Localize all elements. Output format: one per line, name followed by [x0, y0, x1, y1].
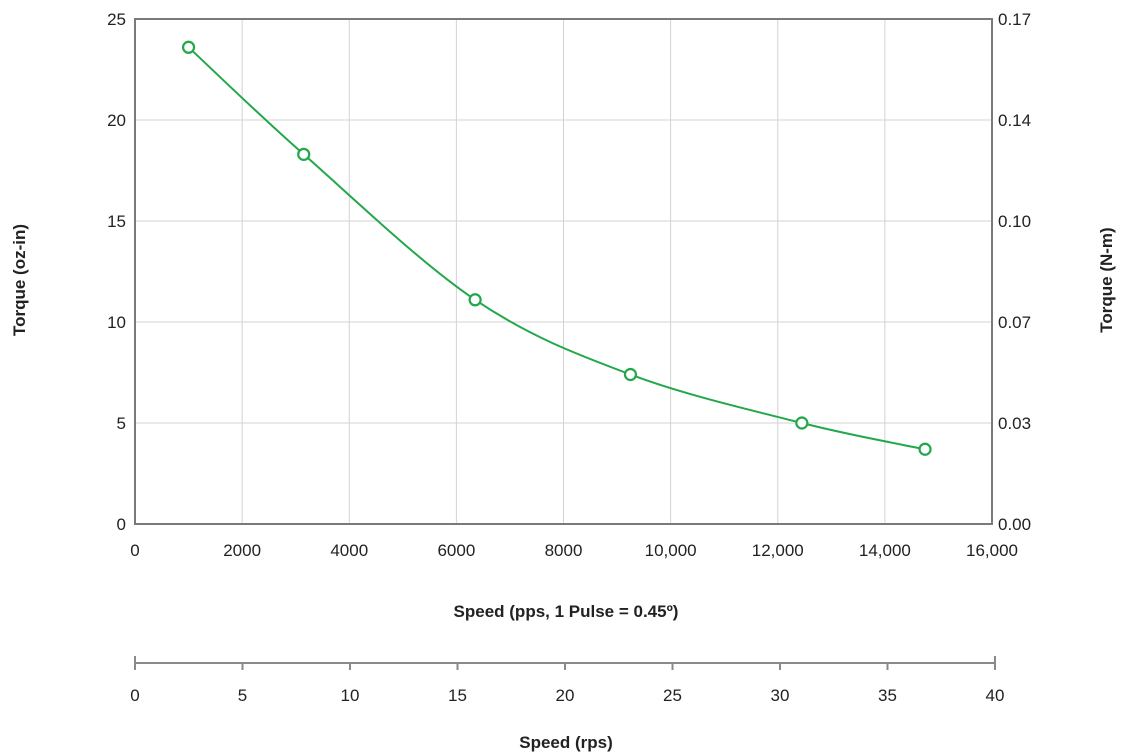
y-tick-label: 10 — [107, 313, 126, 332]
secondary-x-tick-label: 15 — [448, 686, 467, 705]
data-point — [181, 40, 196, 54]
secondary-x-tick-label: 35 — [878, 686, 897, 705]
y-right-tick-label: 0.00 — [998, 515, 1031, 534]
x-tick-label: 6000 — [437, 541, 475, 560]
x-tick-label: 14,000 — [859, 541, 911, 560]
x-tick-label: 4000 — [330, 541, 368, 560]
secondary-x-tick-label: 10 — [341, 686, 360, 705]
secondary-x-axis: 0 5 10 15 20 25 30 35 40 — [130, 656, 1004, 705]
y-axis-right-title: Torque (N-m) — [1097, 227, 1116, 332]
data-point — [918, 442, 932, 456]
x-axis-title: Speed (pps, 1 Pulse = 0.45º) — [454, 602, 679, 621]
secondary-x-tick-label: 40 — [986, 686, 1005, 705]
y-tick-label: 15 — [107, 212, 126, 231]
y-right-tick-label: 0.10 — [998, 212, 1031, 231]
secondary-x-axis-title: Speed (rps) — [519, 733, 613, 752]
secondary-x-tick-label: 30 — [771, 686, 790, 705]
data-points — [181, 40, 932, 456]
y-tick-label: 20 — [107, 111, 126, 130]
grid-lines — [135, 19, 992, 524]
x-tick-label: 10,000 — [645, 541, 697, 560]
data-point — [623, 367, 638, 382]
plot-frame — [134, 18, 993, 525]
secondary-x-tick-label: 20 — [556, 686, 575, 705]
x-axis-ticks: 0 2000 4000 6000 8000 10,000 12,000 14,000 16,00… — [130, 541, 1018, 560]
x-tick-label: 16,000 — [966, 541, 1018, 560]
y-tick-label: 5 — [117, 414, 126, 433]
data-point — [795, 416, 809, 430]
y-axis-left-title: Torque (oz-in) — [10, 224, 29, 336]
x-tick-label: 12,000 — [752, 541, 804, 560]
data-point — [468, 293, 482, 307]
y-tick-label: 25 — [107, 10, 126, 29]
secondary-x-tick-label: 25 — [663, 686, 682, 705]
y-right-tick-label: 0.14 — [998, 111, 1031, 130]
series-line — [187, 46, 926, 451]
x-tick-label: 2000 — [223, 541, 261, 560]
y-axis-right-ticks: 0.00 0.03 0.07 0.10 0.14 0.17 — [998, 10, 1031, 534]
y-axis-left-ticks: 0 5 10 15 20 25 — [107, 10, 126, 534]
x-tick-label: 0 — [130, 541, 139, 560]
data-point — [297, 147, 311, 161]
y-tick-label: 0 — [117, 515, 126, 534]
y-right-tick-label: 0.17 — [998, 10, 1031, 29]
y-right-tick-label: 0.03 — [998, 414, 1031, 433]
y-right-tick-label: 0.07 — [998, 313, 1031, 332]
secondary-x-tick-label: 5 — [238, 686, 247, 705]
x-tick-label: 8000 — [545, 541, 583, 560]
secondary-x-tick-label: 0 — [130, 686, 139, 705]
